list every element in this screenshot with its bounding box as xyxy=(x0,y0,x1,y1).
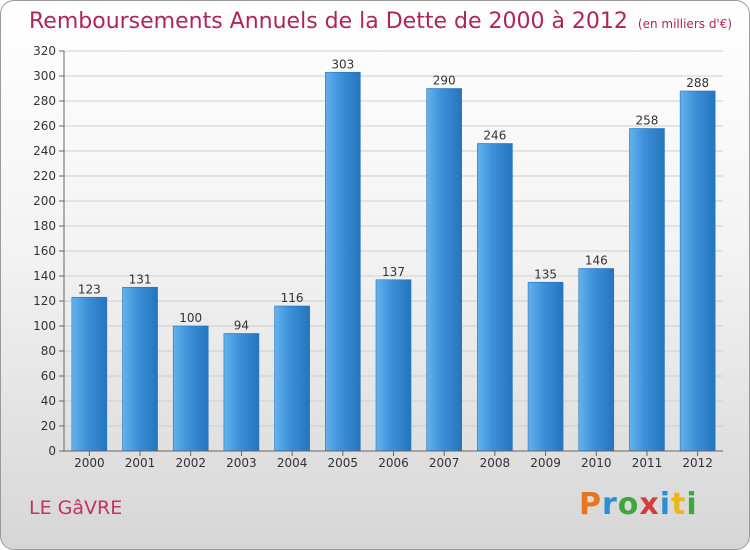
data-label: 288 xyxy=(686,76,709,90)
y-tick-label: 20 xyxy=(41,419,56,433)
bar xyxy=(274,305,310,452)
x-tick-label: 2011 xyxy=(632,456,663,470)
x-tick-label: 2010 xyxy=(581,456,612,470)
bar xyxy=(629,128,665,452)
x-tick-label: 2006 xyxy=(378,456,409,470)
bar xyxy=(527,281,564,452)
y-tick-label: 120 xyxy=(33,294,56,308)
x-tick-label: 2009 xyxy=(530,456,561,470)
data-label: 94 xyxy=(234,319,249,333)
logo-letter: t xyxy=(671,487,687,522)
bar xyxy=(71,296,108,452)
y-tick-label: 0 xyxy=(48,444,56,458)
data-label: 135 xyxy=(534,267,557,281)
y-tick-label: 160 xyxy=(33,244,56,258)
y-tick-label: 40 xyxy=(41,394,56,408)
logo-letter: P xyxy=(579,487,602,522)
bars: 123 131 100 94 116 303 137 290 246 135 146 258 288 xyxy=(71,57,716,452)
x-tick-label: 2005 xyxy=(328,456,359,470)
y-tick-label: 140 xyxy=(33,269,56,283)
logo-letter: o xyxy=(617,487,640,522)
y-tick-label: 220 xyxy=(33,169,56,183)
chart-title: Remboursements Annuels de la Dette de 20… xyxy=(29,9,732,34)
logo-letter: r xyxy=(602,487,618,522)
bar xyxy=(578,268,615,452)
y-tick-label: 80 xyxy=(41,344,56,358)
y-tick-label: 300 xyxy=(33,69,56,83)
data-label: 100 xyxy=(179,311,202,325)
x-tick-label: 2008 xyxy=(480,456,511,470)
data-label: 290 xyxy=(433,74,456,88)
title-text: Remboursements Annuels de la Dette de 20… xyxy=(29,9,628,34)
x-tick-label: 2007 xyxy=(429,456,460,470)
data-label: 258 xyxy=(636,114,659,128)
bar xyxy=(426,88,462,452)
y-tick-label: 100 xyxy=(33,319,56,333)
x-tick-label: 2012 xyxy=(682,456,713,470)
proxiti-logo: Proxiti xyxy=(579,487,698,522)
x-tick-label: 2002 xyxy=(175,456,206,470)
data-label: 123 xyxy=(78,282,101,296)
data-label: 116 xyxy=(281,291,304,305)
y-tick-label: 320 xyxy=(33,44,56,58)
x-tick-label: 2003 xyxy=(226,456,257,470)
bar xyxy=(679,90,716,452)
y-tick-label: 180 xyxy=(33,219,56,233)
x-tick-label: 2001 xyxy=(125,456,156,470)
unit-label: (en milliers d'€) xyxy=(637,17,733,31)
bar xyxy=(375,279,412,452)
data-label: 303 xyxy=(331,57,354,71)
x-tick-label: 2004 xyxy=(277,456,308,470)
data-label: 246 xyxy=(483,129,506,143)
y-tick-label: 200 xyxy=(33,194,56,208)
data-label: 131 xyxy=(129,272,152,286)
data-label: 137 xyxy=(382,265,405,279)
y-tick-label: 260 xyxy=(33,119,56,133)
y-tick-label: 240 xyxy=(33,144,56,158)
logo-letter: i xyxy=(686,487,698,522)
commune-name: LE GâVRE xyxy=(29,497,123,519)
data-label: 146 xyxy=(585,254,608,268)
y-axis: 0 20 40 60 80 100 120 140 160 180 200 220 240 260 280 3… xyxy=(33,44,65,458)
bar xyxy=(477,143,513,452)
x-axis: 2000 2001 2002 2003 2004 2005 2006 2007 2008 2009… xyxy=(64,450,723,470)
logo-letter: i xyxy=(659,487,672,522)
y-tick-label: 60 xyxy=(41,369,56,383)
bar xyxy=(223,333,260,452)
bar xyxy=(325,71,361,452)
y-tick-label: 280 xyxy=(33,94,56,108)
bar xyxy=(122,286,158,452)
x-tick-label: 2000 xyxy=(74,456,105,470)
bar xyxy=(172,325,209,452)
logo-letter: x xyxy=(639,487,660,522)
